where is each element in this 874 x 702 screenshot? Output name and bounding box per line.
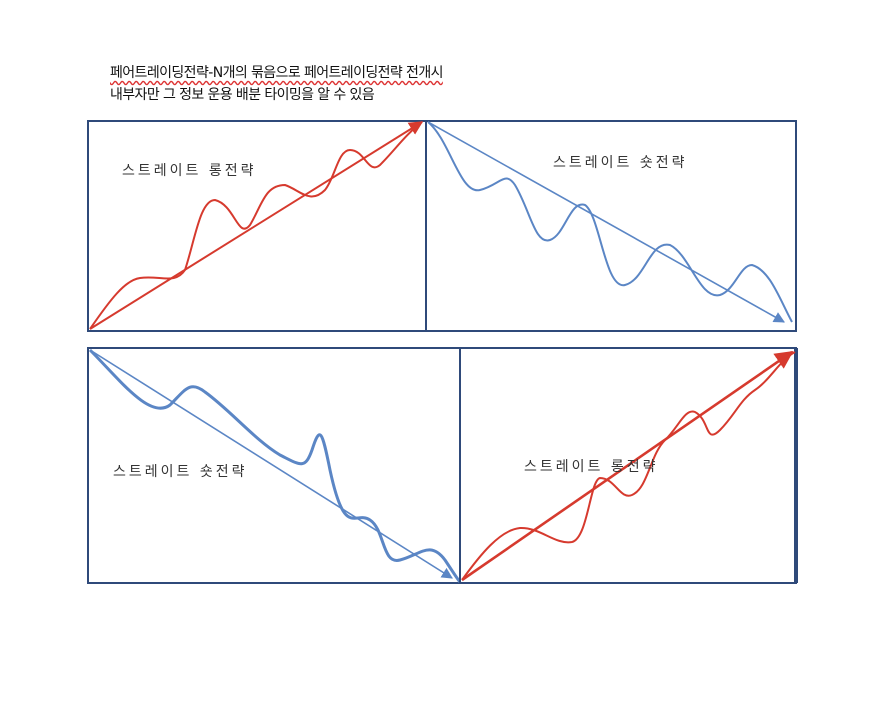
panel-top-left: 스트레이트 롱전략 bbox=[87, 120, 427, 332]
caption-line-2: 내부자만 그 정보 운용 배분 타이밍을 알 수 있음 bbox=[110, 87, 375, 103]
panel-bottom-right: 스트레이트 롱전략 bbox=[459, 347, 798, 584]
short-trend-arrow-2 bbox=[89, 349, 453, 579]
short-trend-arrow bbox=[427, 121, 785, 323]
panel-label-straight-long-2: 스트레이트 롱전략 bbox=[524, 459, 659, 475]
long-trend-arrow-2 bbox=[461, 350, 794, 582]
panel-label-straight-short: 스트레이트 숏전략 bbox=[553, 155, 688, 171]
panel-bottom-left: 스트레이트 숏전략 bbox=[87, 347, 462, 584]
panel-label-straight-short-2: 스트레이트 숏전략 bbox=[113, 464, 248, 480]
caption-line-1: 페어트레이딩전략-N개의 묶음으로 페어트레이딩전략 전개시 bbox=[110, 65, 443, 81]
long-trend-arrow bbox=[89, 121, 424, 330]
panel-label-straight-long: 스트레이트 롱전략 bbox=[122, 163, 257, 179]
panel-top-right: 스트레이트 숏전략 bbox=[425, 120, 797, 332]
short-trend-wave bbox=[427, 121, 793, 323]
long-trend-wave-2 bbox=[461, 351, 796, 581]
